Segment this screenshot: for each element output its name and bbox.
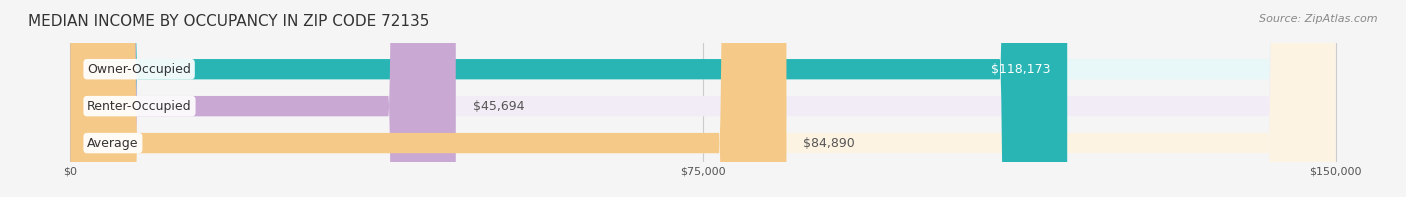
- Text: $84,890: $84,890: [803, 137, 855, 150]
- Text: $118,173: $118,173: [991, 63, 1050, 76]
- Text: Owner-Occupied: Owner-Occupied: [87, 63, 191, 76]
- FancyBboxPatch shape: [70, 0, 456, 197]
- Text: Source: ZipAtlas.com: Source: ZipAtlas.com: [1260, 14, 1378, 24]
- FancyBboxPatch shape: [70, 0, 1336, 197]
- Text: Renter-Occupied: Renter-Occupied: [87, 100, 191, 113]
- Text: Average: Average: [87, 137, 139, 150]
- FancyBboxPatch shape: [70, 0, 786, 197]
- FancyBboxPatch shape: [70, 0, 1336, 197]
- FancyBboxPatch shape: [70, 0, 1336, 197]
- FancyBboxPatch shape: [70, 0, 1067, 197]
- Text: MEDIAN INCOME BY OCCUPANCY IN ZIP CODE 72135: MEDIAN INCOME BY OCCUPANCY IN ZIP CODE 7…: [28, 14, 429, 29]
- Text: $45,694: $45,694: [472, 100, 524, 113]
